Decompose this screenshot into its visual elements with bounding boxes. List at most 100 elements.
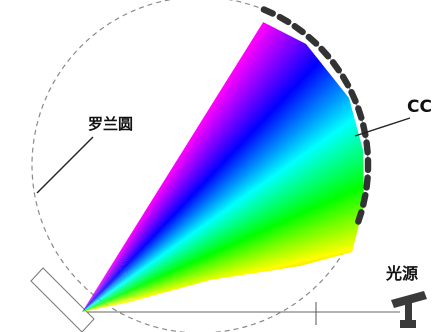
spectrum-wedge	[82, 22, 353, 312]
spectrum-wedge	[82, 155, 364, 312]
spectrum-wedge	[82, 184, 364, 312]
spectrum-wedge	[82, 27, 364, 312]
spectrum-wedge	[82, 22, 331, 312]
ccd-segment	[363, 139, 371, 156]
spectrum-wedge	[82, 110, 364, 312]
ccd-segment	[291, 22, 306, 36]
spectrum-wedge	[82, 22, 319, 312]
ccd-segment	[339, 73, 352, 89]
spectrum-wedge	[82, 138, 364, 312]
spectrum-wedge	[82, 108, 364, 312]
spectrum-wedge	[82, 97, 364, 312]
spectrum-wedge	[82, 22, 346, 312]
spectrum-wedge	[82, 22, 364, 312]
spectrum-wedge	[82, 159, 364, 312]
spectrum-wedge	[82, 57, 364, 312]
spectrum-wedge	[82, 22, 364, 312]
spectrum-wedge	[82, 162, 364, 312]
spectrum-wedge	[82, 164, 364, 312]
spectrum-wedge	[82, 174, 364, 312]
spectrum-wedge	[82, 95, 364, 312]
spectrum-wedge	[82, 140, 364, 312]
spectrum-wedge	[82, 22, 364, 312]
spectrum-wedge	[82, 73, 364, 312]
spectrum-wedge	[82, 35, 364, 312]
spectrum-wedge	[82, 22, 364, 312]
spectrum-wedge	[82, 145, 364, 312]
rowland-leader-line	[36, 136, 94, 194]
ccd-segment	[329, 59, 343, 74]
spectrum-wedge	[82, 22, 364, 312]
spectrum-fan	[82, 22, 364, 312]
ccd-leader-line	[354, 117, 411, 137]
spectrum-wedge	[82, 25, 364, 312]
rowland-circle-label: 罗兰圆	[88, 115, 134, 133]
spectrum-wedge	[82, 24, 364, 312]
spectrum-wedge	[82, 179, 364, 312]
spectrum-wedge	[82, 22, 352, 312]
spectrum-wedge	[82, 22, 359, 312]
spectrum-wedge	[82, 22, 364, 312]
spectrum-wedge	[82, 133, 364, 312]
spectrum-wedge	[82, 22, 325, 312]
spectrum-wedge	[82, 78, 364, 312]
spectrum-wedge	[82, 201, 364, 312]
spectrum-wedge	[82, 80, 364, 312]
spectrum-wedge	[82, 196, 364, 312]
spectrum-wedge	[82, 22, 364, 312]
spectrum-wedge	[82, 55, 364, 312]
spectrum-wedge	[82, 22, 364, 312]
spectrum-wedge	[82, 211, 364, 312]
spectrum-wedge	[82, 102, 364, 312]
spectrum-wedge	[82, 69, 364, 312]
spectrum-wedge	[82, 22, 342, 312]
spectrum-wedge	[82, 22, 323, 312]
ccd-label: CC	[407, 97, 432, 117]
spectrum-wedge	[82, 22, 364, 312]
spectrum-wedge	[82, 22, 312, 312]
ccd-segment	[260, 6, 276, 17]
spectrum-wedge	[82, 208, 364, 312]
spectrum-wedge	[82, 53, 364, 312]
spectrum-wedge	[82, 22, 363, 312]
ccd-segment	[360, 122, 369, 139]
spectrum-wedge	[82, 45, 364, 312]
spectrum-wedge	[82, 115, 364, 312]
spectrum-wedge	[82, 22, 364, 312]
spectrum-wedge	[82, 198, 364, 312]
spectrum-wedge	[82, 49, 364, 312]
spectrum-wedge	[82, 188, 364, 312]
spectrum-wedge	[82, 22, 350, 312]
spectrum-wedge	[82, 22, 364, 312]
spectrum-wedge	[82, 75, 364, 312]
spectrum-wedge	[82, 22, 344, 312]
spectrum-wedge	[82, 152, 364, 312]
spectrum-wedge	[82, 82, 364, 312]
spectrum-wedge	[82, 22, 315, 312]
spectrum-wedge	[82, 67, 364, 312]
spectrum-wedge	[82, 143, 364, 312]
spectrum-wedge	[82, 129, 364, 312]
spectrum-wedge	[82, 22, 340, 312]
spectrum-wedge	[82, 22, 337, 312]
spectrum-wedge	[82, 126, 364, 312]
spectrum-wedge	[82, 157, 364, 312]
spectrum-wedge	[82, 65, 364, 312]
spectrum-wedge	[82, 169, 364, 312]
spectrum-wedge	[82, 84, 364, 312]
spectrum-wedge	[82, 176, 364, 312]
spectrum-wedge	[82, 22, 361, 312]
spectrum-wedge	[82, 22, 335, 312]
ccd-segment	[364, 157, 372, 173]
ccd-segment	[318, 45, 332, 60]
spectrum-wedge	[82, 41, 364, 312]
ccd-detector	[260, 6, 372, 225]
spectrum-wedge	[82, 22, 348, 312]
ccd-segment	[360, 191, 369, 208]
spectrum-wedge	[82, 33, 364, 312]
spectrum-wedge	[82, 59, 364, 312]
spectrum-wedge	[82, 22, 327, 312]
spectrum-wedge	[82, 71, 364, 312]
ccd-segment	[355, 209, 365, 225]
